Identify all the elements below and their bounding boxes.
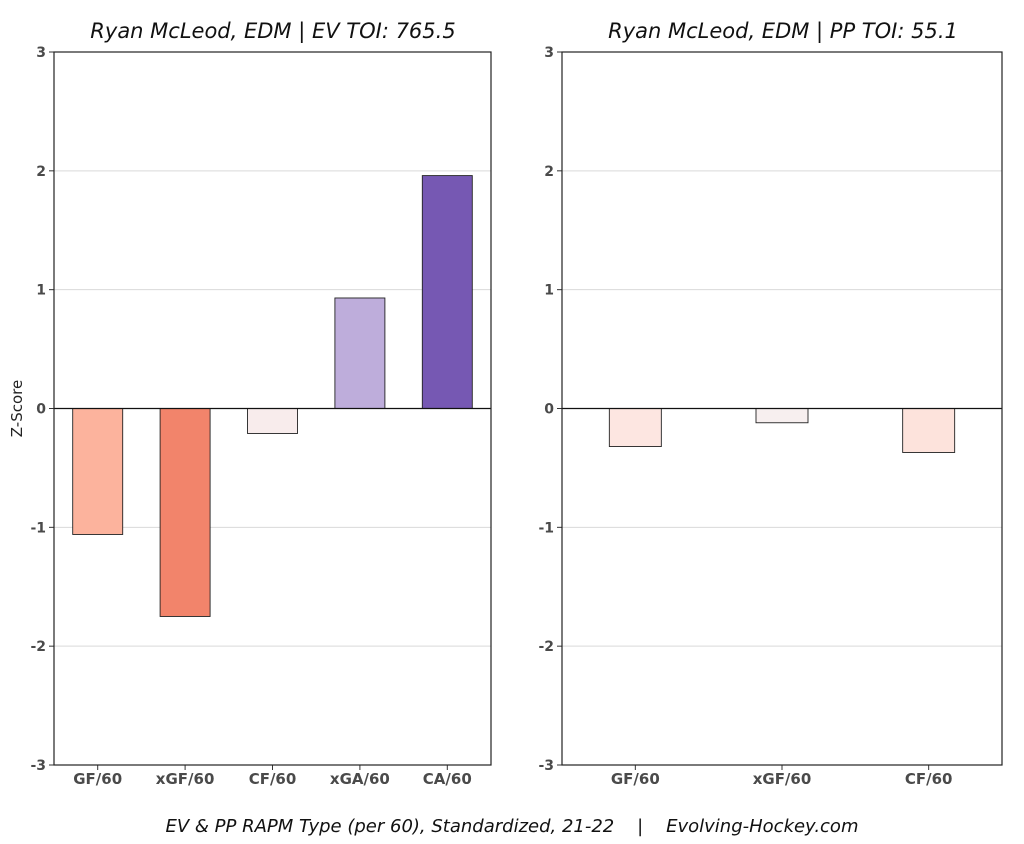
- y-tick-label: 3: [36, 45, 46, 61]
- bar-ca-per-60: [421, 175, 473, 409]
- y-tick-label: -2: [30, 639, 46, 655]
- x-tick-label: CF/60: [905, 770, 953, 788]
- chart-panel-ev: Ryan McLeod, EDM | EV TOI: 765.5 -3 -2 -1 0 1…: [8, 19, 492, 788]
- y-tick-label: -3: [538, 758, 554, 774]
- y-tick-label: 1: [36, 283, 46, 299]
- x-tick-label: xGF/60: [753, 770, 812, 788]
- y-tick-label: 2: [544, 164, 554, 180]
- bar-cf-per-60: [902, 408, 956, 453]
- chart-caption: EV & PP RAPM Type (per 60), Standardized…: [166, 816, 859, 837]
- y-tick-label: 1: [544, 283, 554, 299]
- x-tick-label: xGA/60: [330, 770, 390, 788]
- bar-gf-per-60: [72, 408, 124, 535]
- chart-panel-pp: Ryan McLeod, EDM | PP TOI: 55.1 -3 -2 -1 0 1 2…: [538, 19, 1003, 788]
- y-tick-label: -1: [30, 520, 46, 536]
- y-tick-label: 0: [36, 402, 46, 418]
- bar-cf-per-60: [247, 408, 298, 434]
- y-tick-label: -1: [538, 520, 554, 536]
- y-tick-label: 3: [544, 45, 554, 61]
- bar-xgf-per-60: [755, 408, 809, 424]
- plot-frame: [53, 51, 492, 766]
- y-axis-label: Z-Score: [8, 380, 26, 437]
- bar-xga-per-60: [334, 297, 386, 409]
- plot-frame: [561, 51, 1003, 766]
- y-tick-label: -3: [30, 758, 46, 774]
- x-tick-label: GF/60: [73, 770, 122, 788]
- x-tick-label: GF/60: [611, 770, 660, 788]
- x-tick-label: CF/60: [249, 770, 297, 788]
- y-tick-label: 0: [544, 402, 554, 418]
- y-tick-label: -2: [538, 639, 554, 655]
- bar-gf-per-60: [608, 408, 662, 447]
- chart-title: Ryan McLeod, EDM | PP TOI: 55.1: [608, 19, 958, 44]
- bar-xgf-per-60: [159, 408, 211, 617]
- chart-title: Ryan McLeod, EDM | EV TOI: 765.5: [90, 19, 455, 44]
- x-tick-label: xGF/60: [156, 770, 215, 788]
- y-tick-label: 2: [36, 164, 46, 180]
- x-tick-label: CA/60: [423, 770, 472, 788]
